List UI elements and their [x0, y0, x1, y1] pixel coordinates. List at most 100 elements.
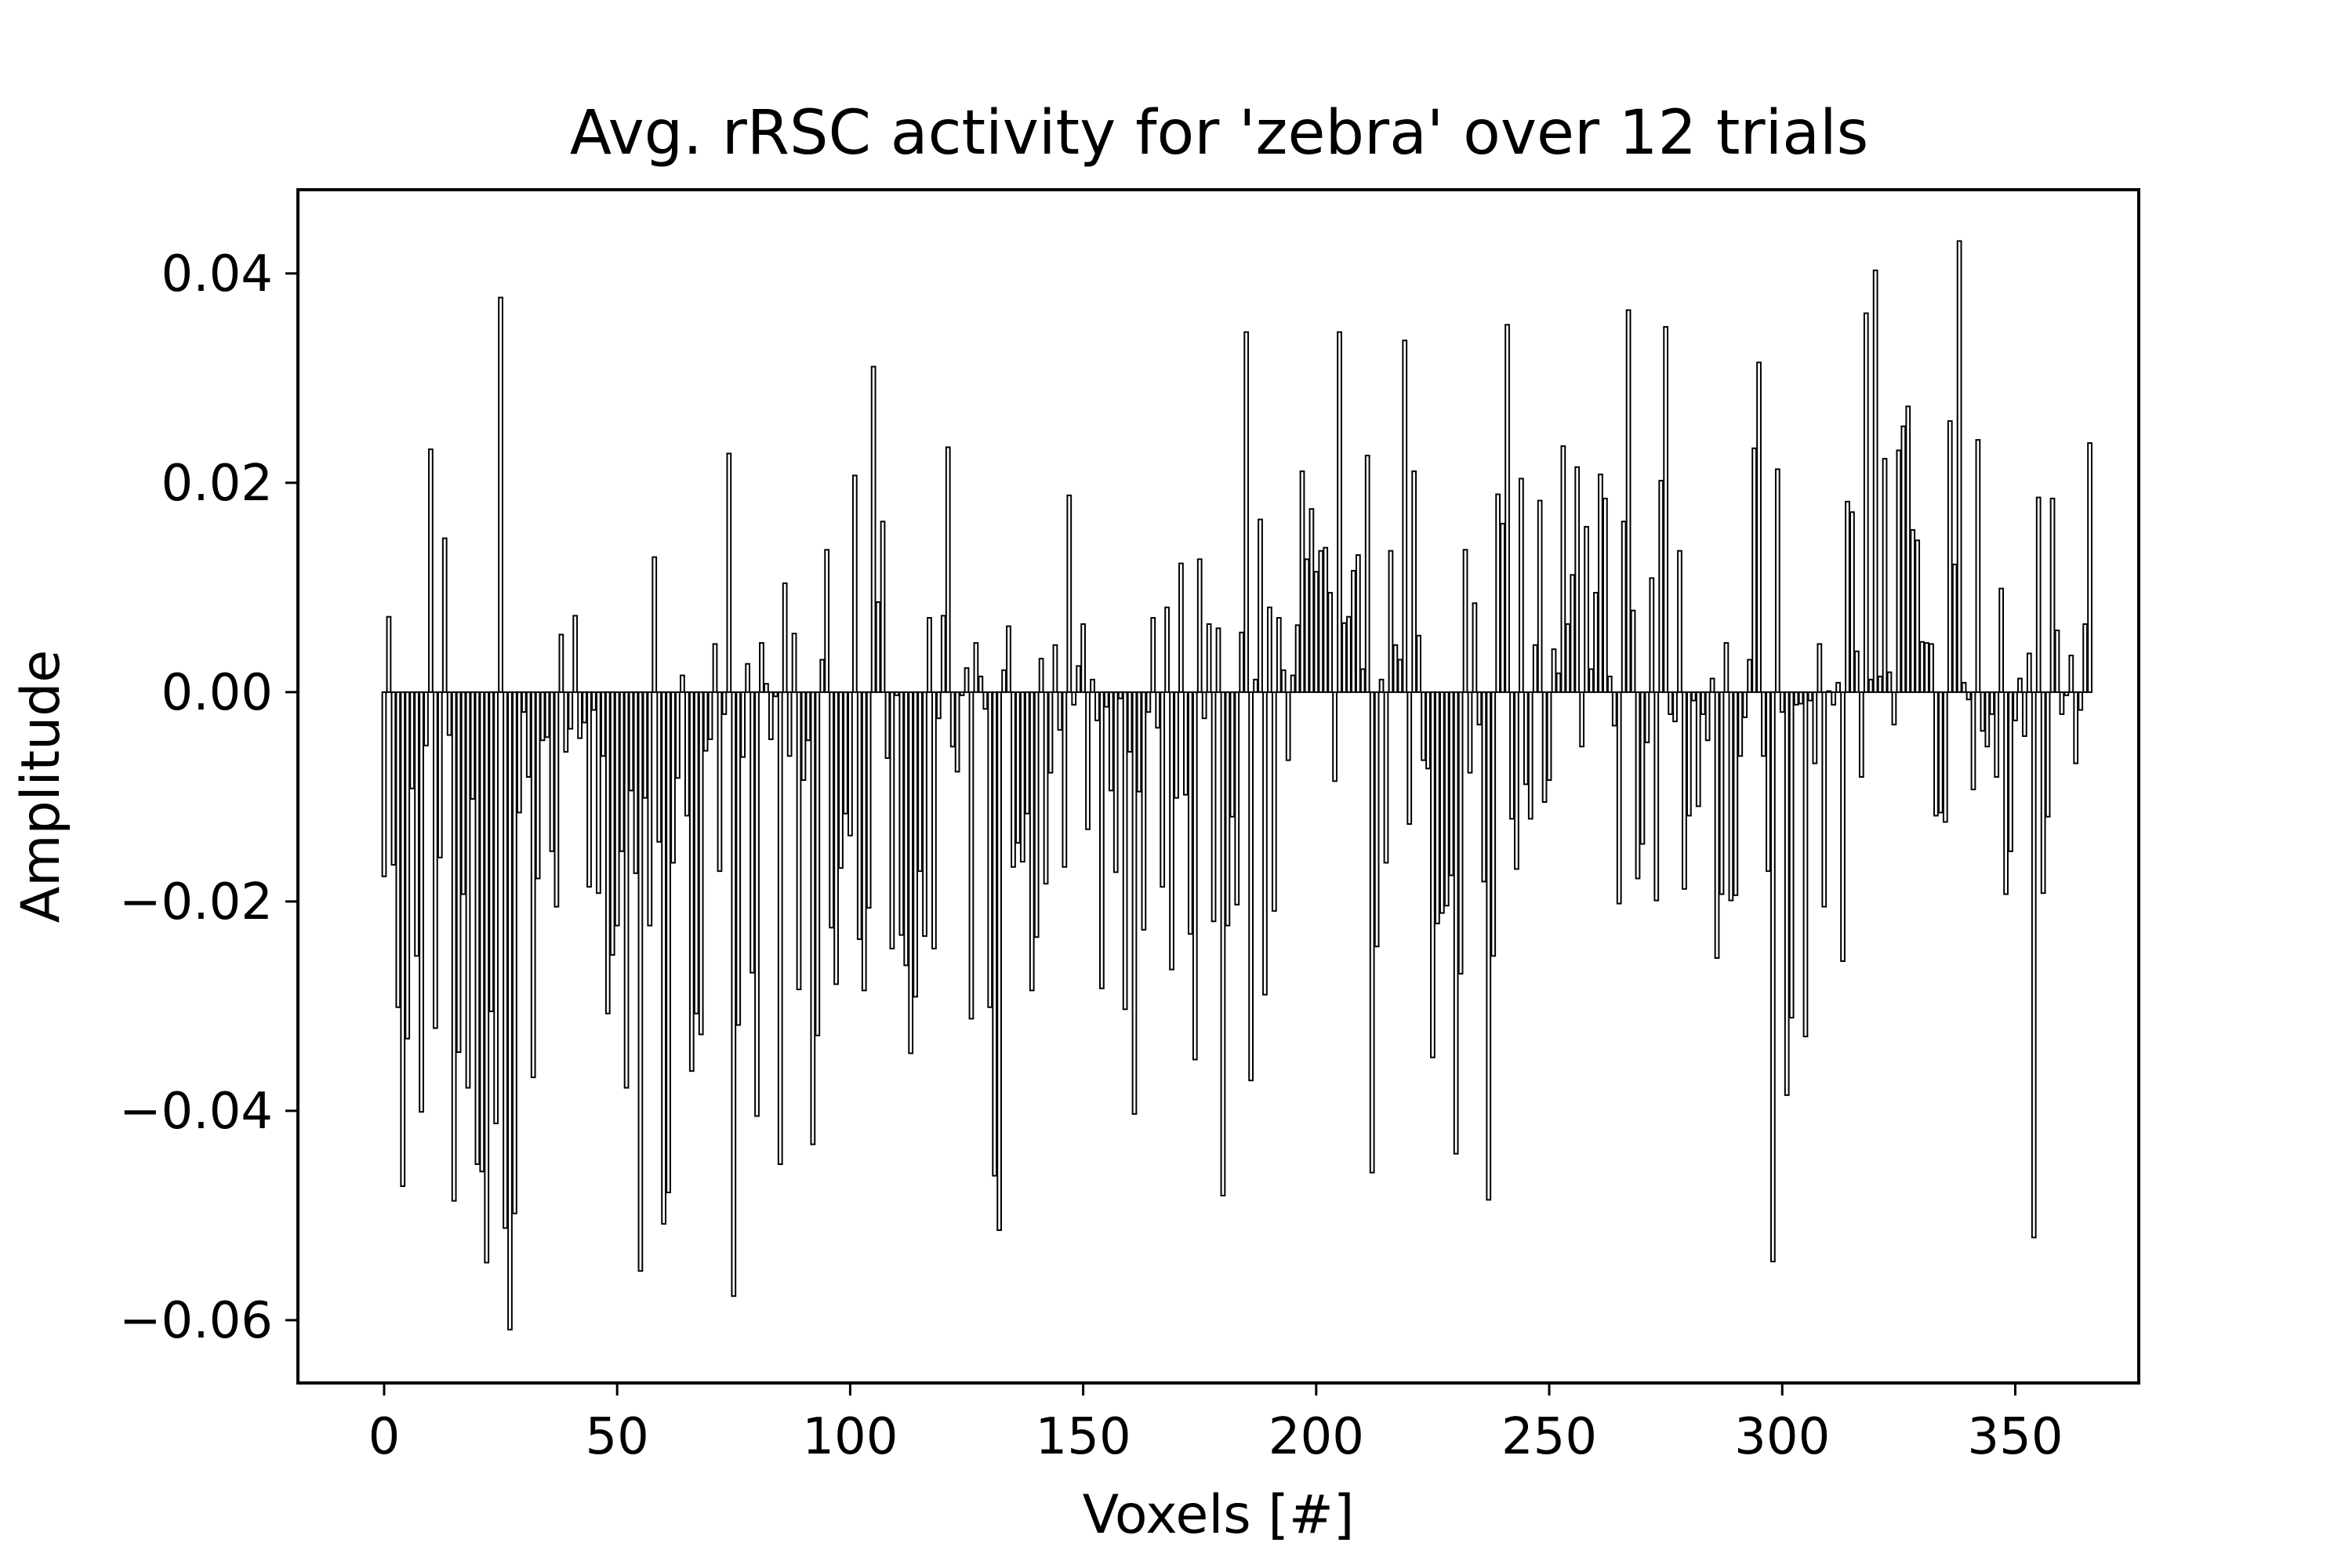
bar [1127, 691, 1133, 753]
bar [940, 615, 946, 693]
bar [1509, 691, 1515, 820]
bar [1090, 678, 1095, 693]
bar [1103, 691, 1109, 708]
bar [1341, 622, 1347, 693]
bar [1164, 606, 1170, 693]
bar [786, 691, 793, 757]
bar [1187, 691, 1193, 935]
bar [465, 691, 471, 1089]
bar [1402, 339, 1408, 693]
y-tick-label: −0.06 [119, 1292, 273, 1350]
bar [1500, 522, 1505, 693]
bar [1769, 691, 1776, 1263]
bar [1514, 691, 1519, 870]
bar [1551, 648, 1557, 693]
bar [1831, 691, 1837, 706]
bar [1481, 691, 1487, 883]
bar [1112, 691, 1119, 873]
bar [1882, 458, 1888, 693]
bar [1975, 439, 1981, 693]
bar [1686, 691, 1692, 817]
x-tick-label: 300 [1734, 1408, 1830, 1466]
bar [1299, 470, 1305, 693]
bar [1210, 691, 1217, 923]
bar [754, 691, 760, 1117]
bar [1318, 550, 1324, 693]
bar [745, 662, 751, 693]
bar [1751, 447, 1757, 693]
bar [688, 691, 695, 1073]
bar [1169, 691, 1174, 971]
bar [456, 691, 462, 1054]
bar [1635, 691, 1641, 880]
bar [2082, 623, 2089, 693]
bar [1672, 691, 1678, 723]
bar [591, 691, 597, 711]
bar [1606, 675, 1613, 693]
bar [726, 452, 732, 693]
bar [1411, 470, 1417, 693]
bar [750, 691, 755, 974]
bar [2054, 630, 2060, 693]
bar [451, 691, 457, 1202]
bar [833, 691, 839, 985]
bar [661, 691, 667, 1225]
bar [1364, 455, 1370, 693]
bar [563, 691, 569, 753]
bar [437, 691, 443, 858]
chart-title: Avg. rRSC activity for 'zebra' over 12 t… [570, 98, 1869, 169]
bar [680, 674, 685, 693]
bar [2073, 691, 2079, 764]
bar [1406, 691, 1413, 826]
bar [596, 691, 601, 895]
bar [992, 691, 998, 1177]
bar [987, 691, 993, 1008]
bar [600, 691, 606, 757]
bar [1611, 691, 1617, 727]
bar [1019, 691, 1025, 863]
x-tick-label: 200 [1269, 1408, 1364, 1466]
bar [503, 691, 508, 1229]
bar [1970, 691, 1976, 791]
bar [1416, 634, 1421, 693]
bar [1155, 691, 1161, 729]
bar [1430, 691, 1436, 1058]
bar [1024, 691, 1030, 815]
bar [498, 296, 503, 693]
bar [796, 691, 802, 991]
bar [441, 537, 448, 693]
bar [1248, 691, 1254, 1082]
bar [1933, 691, 1939, 817]
bar [507, 691, 513, 1330]
y-tick-label: 0.00 [162, 664, 274, 722]
bar [642, 691, 648, 799]
y-tick-label: −0.02 [119, 873, 273, 931]
bar [870, 365, 877, 693]
bar [1495, 493, 1501, 693]
y-tick-label: 0.04 [162, 245, 274, 303]
bar [1290, 674, 1296, 693]
bar [1253, 678, 1258, 693]
bar [1523, 691, 1529, 786]
bar [838, 691, 844, 869]
bar [684, 691, 690, 817]
bar [1802, 691, 1809, 1038]
bar [1565, 623, 1571, 693]
bar [1323, 546, 1329, 693]
bar [390, 691, 397, 866]
bar [1905, 405, 1911, 693]
bar [1858, 691, 1864, 778]
x-tick-label: 250 [1501, 1408, 1597, 1466]
bar [2045, 691, 2051, 818]
bar [1201, 691, 1207, 720]
bar [675, 691, 681, 779]
bar [1644, 691, 1650, 743]
bar [1980, 691, 1986, 732]
bar [1359, 668, 1366, 693]
bar [1435, 691, 1440, 924]
bar [1001, 669, 1007, 693]
bar [1192, 691, 1198, 1061]
bar [1178, 562, 1184, 693]
bar [829, 691, 835, 929]
bar [1243, 331, 1250, 693]
